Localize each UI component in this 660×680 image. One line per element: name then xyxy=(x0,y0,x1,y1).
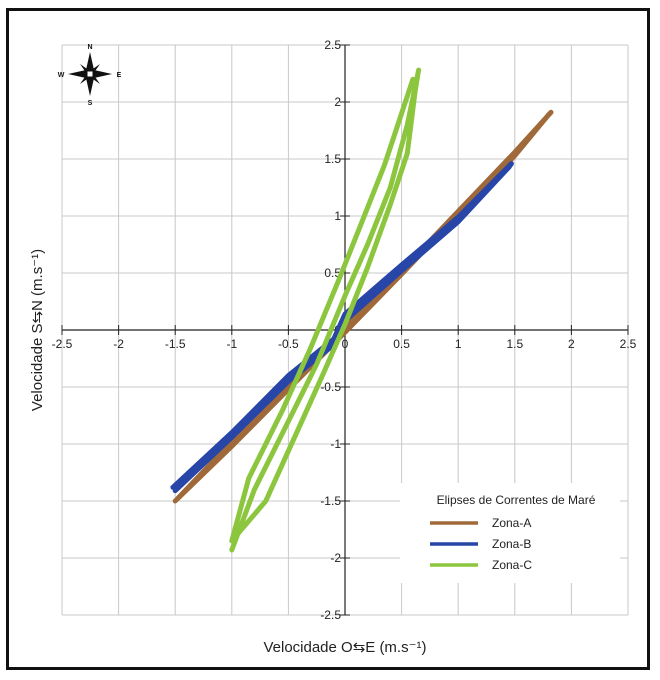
series-layer xyxy=(170,67,554,553)
y-axis-title: Velocidade S⇆N (m.s⁻¹) xyxy=(29,249,46,411)
x-tick-label: -0.5 xyxy=(278,337,299,351)
x-tick-label: -1 xyxy=(226,337,237,351)
y-tick-label: 0.5 xyxy=(324,266,341,280)
x-tick-label: 1 xyxy=(455,337,462,351)
legend-label-zona-b: Zona-B xyxy=(492,537,531,551)
compass-west-label: W xyxy=(58,72,65,79)
x-tick-label: -2.5 xyxy=(52,337,73,351)
y-tick-label: 1.5 xyxy=(324,152,341,166)
x-tick-label: 0 xyxy=(342,337,349,351)
legend: Elipses de Correntes de Maré Zona-AZona-… xyxy=(400,483,620,583)
x-tick-label: 2 xyxy=(568,337,575,351)
legend-label-zona-c: Zona-C xyxy=(492,558,532,572)
compass-south-label: S xyxy=(88,100,93,107)
x-axis-title: Velocidade O⇆E (m.s⁻¹) xyxy=(263,639,426,656)
legend-label-zona-a: Zona-A xyxy=(492,516,531,530)
x-tick-label: -1.5 xyxy=(165,337,186,351)
legend-title: Elipses de Correntes de Maré xyxy=(437,493,596,507)
x-tick-label: 0.5 xyxy=(393,337,410,351)
y-tick-label: 1 xyxy=(334,209,341,223)
y-tick-label: 2 xyxy=(334,95,341,109)
x-tick-label: -2 xyxy=(113,337,124,351)
y-tick-label: -2.5 xyxy=(320,608,341,622)
x-tick-label: 1.5 xyxy=(506,337,523,351)
y-tick-label: -1.5 xyxy=(320,494,341,508)
y-tick-label: -1 xyxy=(330,437,341,451)
compass-east-label: E xyxy=(117,72,122,79)
compass-north-label: N xyxy=(87,44,92,51)
series-line-zona-b xyxy=(170,161,514,494)
axes: -2.5 -2 -1.5 -1 -0.5 0 0.5 1 1.5 2 2.52.521.510.50… xyxy=(52,38,637,622)
compass-icon: N S E W xyxy=(58,44,122,107)
legend-entries: Zona-A Zona-B Zona-C xyxy=(430,516,532,572)
y-tick-label: 2.5 xyxy=(324,38,341,52)
y-tick-label: -0.5 xyxy=(320,380,341,394)
y-tick-label: -2 xyxy=(330,551,341,565)
series-line-zona-c xyxy=(229,67,422,553)
x-tick-label: 2.5 xyxy=(620,337,637,351)
